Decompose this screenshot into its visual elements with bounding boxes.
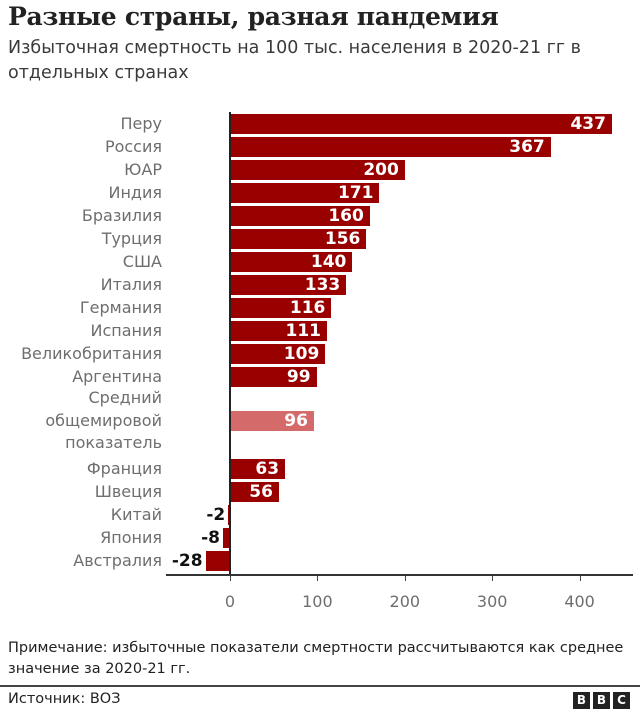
bar [230, 206, 370, 226]
bar [230, 114, 612, 134]
bbc-logo-letter: B [573, 692, 590, 709]
chart-subtitle: Избыточная смертность на 100 тыс. населе… [8, 38, 581, 83]
category-label: Китай [110, 505, 162, 524]
bar-value-label: -2 [206, 505, 226, 525]
bar [205, 551, 230, 571]
category-label: Аргентина [72, 367, 162, 386]
x-tick [230, 576, 231, 581]
bar [230, 459, 286, 479]
category-label: Италия [100, 275, 162, 294]
x-tick-label: 100 [302, 592, 333, 611]
bar-value-label: 133 [304, 275, 341, 295]
x-tick [317, 576, 319, 581]
category-label: Великобритания [21, 344, 162, 363]
chart-note: Примечание: избыточные показатели смертн… [8, 640, 624, 677]
bar [230, 298, 332, 318]
category-label: Швеция [94, 482, 162, 501]
bar [230, 275, 347, 295]
bbc-logo-letter: B [593, 692, 610, 709]
category-label: США [122, 252, 162, 271]
x-tick-label: 300 [476, 592, 508, 611]
bar-value-label: 140 [310, 252, 347, 272]
zero-axis-line [229, 112, 231, 575]
footer-divider [0, 685, 640, 687]
bar-value-label: 56 [249, 482, 273, 502]
category-label: Испания [90, 321, 162, 340]
bar [230, 482, 279, 502]
category-label: Япония [100, 528, 162, 547]
bar [230, 137, 551, 157]
x-tick-label: 400 [564, 592, 595, 611]
bar [230, 321, 327, 341]
category-label: Австралия [73, 551, 162, 570]
category-label: Германия [79, 298, 162, 317]
category-label: Россия [104, 137, 162, 156]
bar-value-label: 63 [255, 459, 280, 479]
chart-title: Разные страны, разная пандемия [8, 2, 499, 31]
bar-value-label: 156 [324, 229, 361, 249]
bar [230, 252, 353, 272]
bar-value-label: 437 [570, 114, 606, 134]
bar [230, 367, 317, 387]
bar-value-label: 99 [286, 367, 311, 387]
bar-value-label: 160 [328, 206, 364, 226]
category-label: Средний общемировой показатель [45, 388, 162, 452]
bar-value-label: 367 [509, 137, 545, 157]
bar-value-label: 171 [337, 183, 374, 203]
x-tick-label: 200 [389, 592, 421, 611]
bar [223, 528, 230, 548]
category-label: Франция [86, 459, 162, 478]
category-label: Бразилия [81, 206, 162, 225]
bar-value-label: 116 [289, 298, 326, 318]
bar-value-label: 109 [283, 344, 320, 364]
category-label: Индия [108, 183, 162, 202]
bar-value-label: 96 [284, 411, 308, 431]
source-label: Источник: ВОЗ [8, 691, 121, 707]
x-tick [579, 576, 581, 581]
bar-value-label: 200 [363, 160, 399, 180]
x-tick-label: 0 [224, 592, 236, 611]
bar-value-label: 111 [285, 321, 322, 341]
category-label: Турция [101, 229, 162, 248]
bar [230, 344, 326, 364]
x-axis [166, 574, 633, 576]
bar-chart: Перу 437 Россия 367 ЮАР 200 Индия 171 Бразилия 16… [0, 105, 640, 625]
bar-world-average [230, 411, 314, 431]
bbc-logo-letter: C [613, 692, 630, 709]
x-tick [404, 576, 406, 581]
bar-value-label: -28 [171, 551, 203, 571]
bar [230, 183, 380, 203]
bbc-logo: B B C [573, 692, 630, 709]
category-label: ЮАР [124, 160, 162, 179]
bar [230, 160, 405, 180]
bar-value-label: -8 [201, 528, 221, 548]
x-tick [492, 576, 494, 581]
bar [230, 229, 367, 249]
category-label: Перу [120, 114, 163, 133]
